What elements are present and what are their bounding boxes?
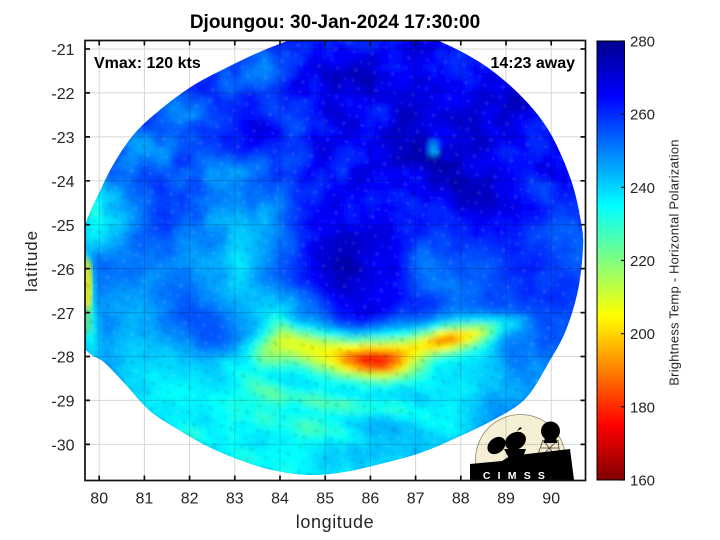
svg-text:200: 200 bbox=[630, 326, 655, 343]
svg-text:87: 87 bbox=[407, 491, 425, 508]
svg-text:-25: -25 bbox=[51, 218, 74, 235]
svg-text:90: 90 bbox=[542, 491, 560, 508]
svg-text:81: 81 bbox=[136, 491, 154, 508]
svg-text:83: 83 bbox=[226, 491, 244, 508]
svg-text:Djoungou: 30-Jan-2024 17:30:00: Djoungou: 30-Jan-2024 17:30:00 bbox=[190, 12, 480, 33]
svg-text:-22: -22 bbox=[51, 86, 74, 103]
svg-text:-30: -30 bbox=[51, 438, 74, 455]
svg-text:85: 85 bbox=[316, 491, 334, 508]
svg-text:-28: -28 bbox=[51, 350, 74, 367]
svg-text:latitude: latitude bbox=[22, 230, 41, 292]
svg-text:14:23 away: 14:23 away bbox=[490, 55, 575, 72]
svg-text:89: 89 bbox=[497, 491, 515, 508]
svg-text:240: 240 bbox=[630, 180, 655, 197]
svg-text:260: 260 bbox=[630, 107, 655, 124]
svg-text:-24: -24 bbox=[51, 174, 74, 191]
svg-text:CIMSS: CIMSS bbox=[483, 470, 552, 482]
svg-text:88: 88 bbox=[452, 491, 470, 508]
svg-text:220: 220 bbox=[630, 253, 655, 270]
svg-text:Vmax: 120 kts: Vmax: 120 kts bbox=[94, 55, 201, 72]
svg-text:82: 82 bbox=[181, 491, 199, 508]
svg-text:-23: -23 bbox=[51, 130, 74, 147]
svg-text:-27: -27 bbox=[51, 306, 74, 323]
svg-text:longitude: longitude bbox=[296, 512, 374, 532]
svg-text:86: 86 bbox=[362, 491, 380, 508]
svg-text:-29: -29 bbox=[51, 394, 74, 411]
svg-text:-26: -26 bbox=[51, 262, 74, 279]
svg-text:-21: -21 bbox=[51, 42, 74, 59]
svg-text:80: 80 bbox=[90, 491, 108, 508]
svg-text:Brightness Temp - Horizontal P: Brightness Temp - Horizontal Polarizatio… bbox=[667, 139, 682, 385]
svg-text:280: 280 bbox=[630, 34, 655, 51]
svg-text:180: 180 bbox=[630, 399, 655, 416]
svg-text:160: 160 bbox=[630, 473, 655, 490]
svg-text:84: 84 bbox=[271, 491, 289, 508]
